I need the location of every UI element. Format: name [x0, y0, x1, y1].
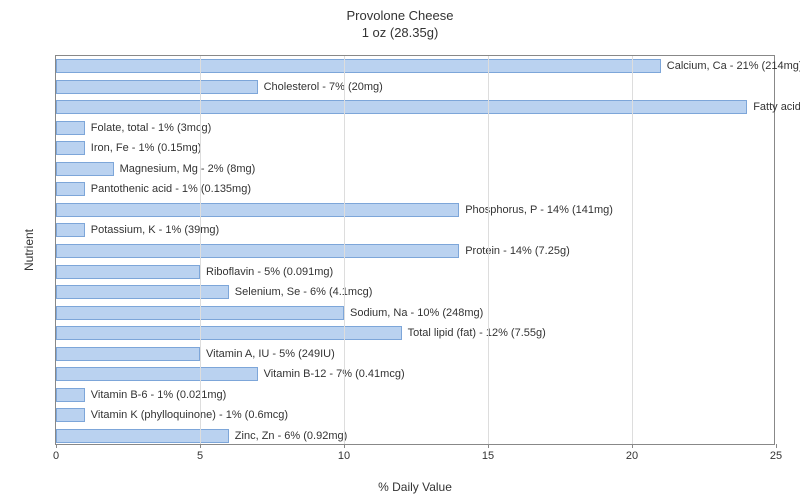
bar	[56, 244, 459, 258]
gridline	[200, 56, 201, 444]
x-tick-label: 20	[626, 450, 638, 462]
bar-label: Phosphorus, P - 14% (141mg)	[459, 203, 613, 217]
bar-label: Vitamin B-12 - 7% (0.41mcg)	[258, 367, 405, 381]
bar	[56, 59, 661, 73]
x-tick-mark	[776, 444, 777, 448]
chart-title-block: Provolone Cheese 1 oz (28.35g)	[0, 0, 800, 42]
bar-label: Sodium, Na - 10% (248mg)	[344, 306, 483, 320]
bar-label: Fatty acids, total saturated - 24% (4.84…	[747, 100, 800, 114]
x-tick-label: 10	[338, 450, 350, 462]
chart-title-line1: Provolone Cheese	[0, 8, 800, 25]
bar	[56, 326, 402, 340]
bar	[56, 182, 85, 196]
nutrient-chart: Provolone Cheese 1 oz (28.35g) Nutrient …	[0, 0, 800, 500]
bar	[56, 141, 85, 155]
x-axis-label: % Daily Value	[55, 480, 775, 494]
bar	[56, 223, 85, 237]
bar-label: Protein - 14% (7.25g)	[459, 244, 570, 258]
gridline	[344, 56, 345, 444]
x-tick-label: 15	[482, 450, 494, 462]
bar	[56, 408, 85, 422]
x-tick-mark	[632, 444, 633, 448]
gridline	[488, 56, 489, 444]
x-tick-label: 5	[197, 450, 203, 462]
bar	[56, 347, 200, 361]
gridline	[632, 56, 633, 444]
bar	[56, 388, 85, 402]
bar-label: Pantothenic acid - 1% (0.135mg)	[85, 182, 251, 196]
chart-title-line2: 1 oz (28.35g)	[0, 25, 800, 42]
bar-label: Folate, total - 1% (3mcg)	[85, 121, 211, 135]
bar	[56, 121, 85, 135]
y-axis-label: Nutrient	[22, 229, 36, 271]
bar	[56, 162, 114, 176]
bars-group: Calcium, Ca - 21% (214mg)Cholesterol - 7…	[56, 56, 774, 444]
bar-label: Vitamin B-6 - 1% (0.021mg)	[85, 388, 227, 402]
bar-label: Cholesterol - 7% (20mg)	[258, 80, 383, 94]
bar	[56, 429, 229, 443]
bar	[56, 100, 747, 114]
x-tick-label: 25	[770, 450, 782, 462]
bar-label: Calcium, Ca - 21% (214mg)	[661, 59, 800, 73]
bar-label: Magnesium, Mg - 2% (8mg)	[114, 162, 256, 176]
x-tick-label: 0	[53, 450, 59, 462]
bar	[56, 80, 258, 94]
bar	[56, 265, 200, 279]
bar	[56, 285, 229, 299]
bar	[56, 203, 459, 217]
bar-label: Vitamin A, IU - 5% (249IU)	[200, 347, 335, 361]
x-tick-mark	[56, 444, 57, 448]
plot-area: Calcium, Ca - 21% (214mg)Cholesterol - 7…	[55, 55, 775, 445]
bar-label: Riboflavin - 5% (0.091mg)	[200, 265, 333, 279]
bar-label: Vitamin K (phylloquinone) - 1% (0.6mcg)	[85, 408, 288, 422]
bar-label: Iron, Fe - 1% (0.15mg)	[85, 141, 202, 155]
x-tick-mark	[200, 444, 201, 448]
bar-label: Selenium, Se - 6% (4.1mcg)	[229, 285, 373, 299]
x-tick-mark	[344, 444, 345, 448]
bar-label: Total lipid (fat) - 12% (7.55g)	[402, 326, 546, 340]
bar	[56, 367, 258, 381]
bar-label: Zinc, Zn - 6% (0.92mg)	[229, 429, 347, 443]
x-tick-mark	[488, 444, 489, 448]
